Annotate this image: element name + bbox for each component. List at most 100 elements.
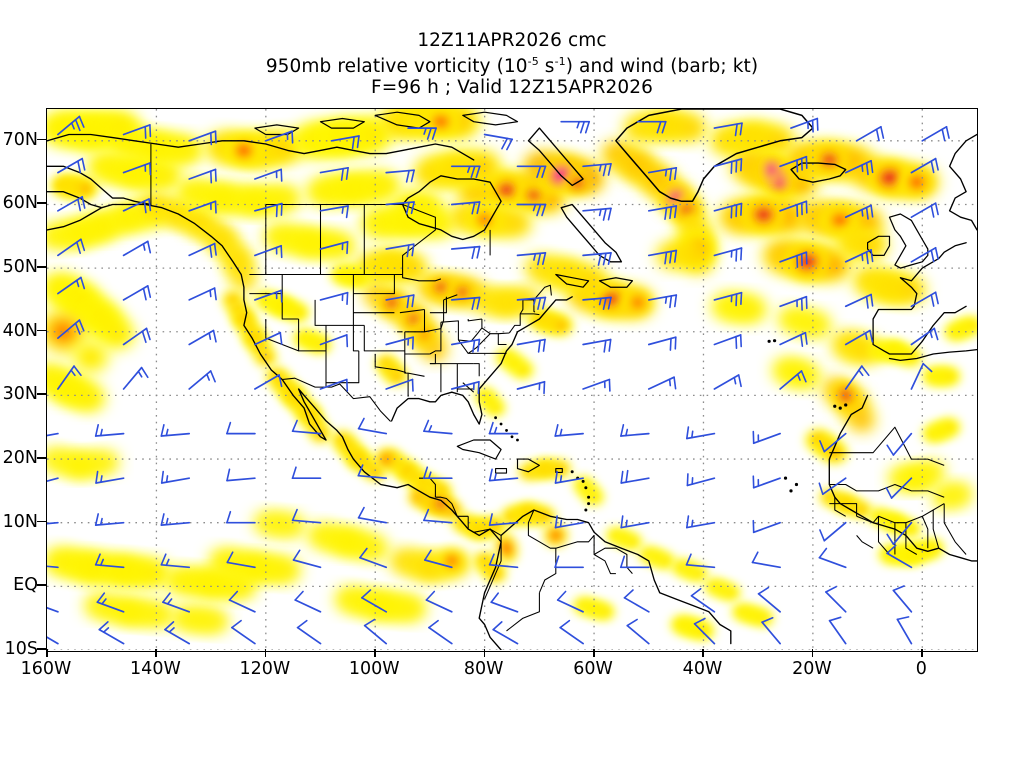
wind-barb xyxy=(516,165,547,179)
wind-barb xyxy=(752,475,781,489)
wind-barb xyxy=(825,585,847,613)
wind-barb xyxy=(122,198,152,214)
wind-barb xyxy=(254,244,283,259)
vorticity-blob xyxy=(489,175,524,204)
wind-barb xyxy=(623,589,650,613)
political-border xyxy=(481,327,510,335)
wind-barb xyxy=(160,553,191,569)
wind-barb xyxy=(626,618,650,645)
vorticity-blob xyxy=(142,561,171,586)
xtick-label-60w: 60W xyxy=(573,659,613,679)
wind-barb xyxy=(47,565,59,569)
wind-barb xyxy=(560,120,591,134)
ytick-label-70n: 70N xyxy=(2,129,38,150)
wind-barb xyxy=(751,551,781,569)
wind-barb xyxy=(556,590,584,613)
xtick-label-120w: 120W xyxy=(239,659,291,679)
wind-barb xyxy=(57,276,86,295)
wind-barb xyxy=(226,551,256,569)
wind-barb xyxy=(164,621,191,645)
vorticity-blob xyxy=(753,610,774,627)
wind-barb xyxy=(98,621,125,645)
ytick-label-10s: 10S xyxy=(4,639,38,659)
political-border xyxy=(282,377,391,422)
political-border xyxy=(506,592,540,632)
wind-barb xyxy=(686,473,716,487)
wind-barb xyxy=(319,205,349,219)
political-border xyxy=(829,483,945,498)
wind-barb xyxy=(779,295,808,311)
map-plot-area xyxy=(46,108,978,652)
vorticity-blob xyxy=(438,549,465,573)
political-border xyxy=(943,503,967,555)
political-border xyxy=(834,497,846,517)
wind-barb xyxy=(886,432,913,456)
wind-barb xyxy=(254,202,283,218)
wind-barb xyxy=(423,549,453,569)
political-border xyxy=(484,535,502,600)
island-marker xyxy=(587,495,591,499)
island-marker xyxy=(838,406,842,410)
wind-barb xyxy=(188,242,217,258)
wind-barb xyxy=(385,201,415,215)
wind-barb xyxy=(713,374,742,390)
wind-barb xyxy=(492,621,519,645)
wind-barb xyxy=(647,376,677,390)
vorticity-blob xyxy=(76,386,105,411)
political-border xyxy=(352,274,359,352)
wind-barb xyxy=(122,162,152,176)
vorticity-blob xyxy=(822,206,858,235)
wind-barb xyxy=(160,423,191,437)
political-border xyxy=(249,293,299,320)
vorticity-blob xyxy=(760,155,783,184)
wind-barb xyxy=(713,291,743,307)
island-marker xyxy=(570,470,574,474)
wind-barb xyxy=(828,616,847,645)
wind-barb xyxy=(226,421,256,435)
vorticity-blob xyxy=(900,348,923,367)
vorticity-blob xyxy=(287,303,310,322)
vorticity-blob xyxy=(869,161,910,195)
wind-barb xyxy=(892,585,913,613)
wind-barb xyxy=(690,587,716,613)
wind-barb xyxy=(122,366,149,390)
political-border xyxy=(402,274,442,282)
wind-barb xyxy=(188,130,217,146)
coastline xyxy=(948,133,977,231)
wind-barb xyxy=(231,619,256,645)
vorticity-blob xyxy=(938,367,961,386)
vorticity-blob xyxy=(402,308,425,330)
wind-barb xyxy=(636,120,667,134)
political-border xyxy=(429,322,442,355)
wind-barb xyxy=(291,508,322,524)
island-marker xyxy=(833,404,837,408)
political-border xyxy=(265,319,299,352)
wind-barb xyxy=(188,168,217,184)
political-border xyxy=(877,516,890,555)
political-border xyxy=(905,522,918,555)
political-border xyxy=(520,313,540,316)
wind-barb xyxy=(160,513,191,526)
coastline xyxy=(888,348,977,362)
wind-barb xyxy=(886,544,913,569)
vorticity-blob xyxy=(623,291,652,314)
wind-barb xyxy=(554,555,584,569)
wind-barb xyxy=(483,133,514,151)
wind-barb xyxy=(47,477,59,482)
political-border xyxy=(829,503,858,517)
wind-barb xyxy=(554,515,584,529)
xtick-label-140w: 140W xyxy=(130,659,181,679)
island-marker xyxy=(789,489,793,493)
coastline xyxy=(555,468,563,473)
wind-barb xyxy=(910,291,939,308)
vorticity-blob xyxy=(543,523,568,547)
ytick-label-30n: 30N xyxy=(2,384,38,405)
political-border xyxy=(404,354,425,377)
wind-barb xyxy=(359,547,388,569)
ytick-mark xyxy=(37,584,46,586)
coastline xyxy=(615,109,814,203)
title-line-valid: F=96 h ; Valid 12Z15APR2026 xyxy=(371,77,653,99)
vorticity-blob xyxy=(921,461,946,482)
coastline xyxy=(462,111,519,126)
